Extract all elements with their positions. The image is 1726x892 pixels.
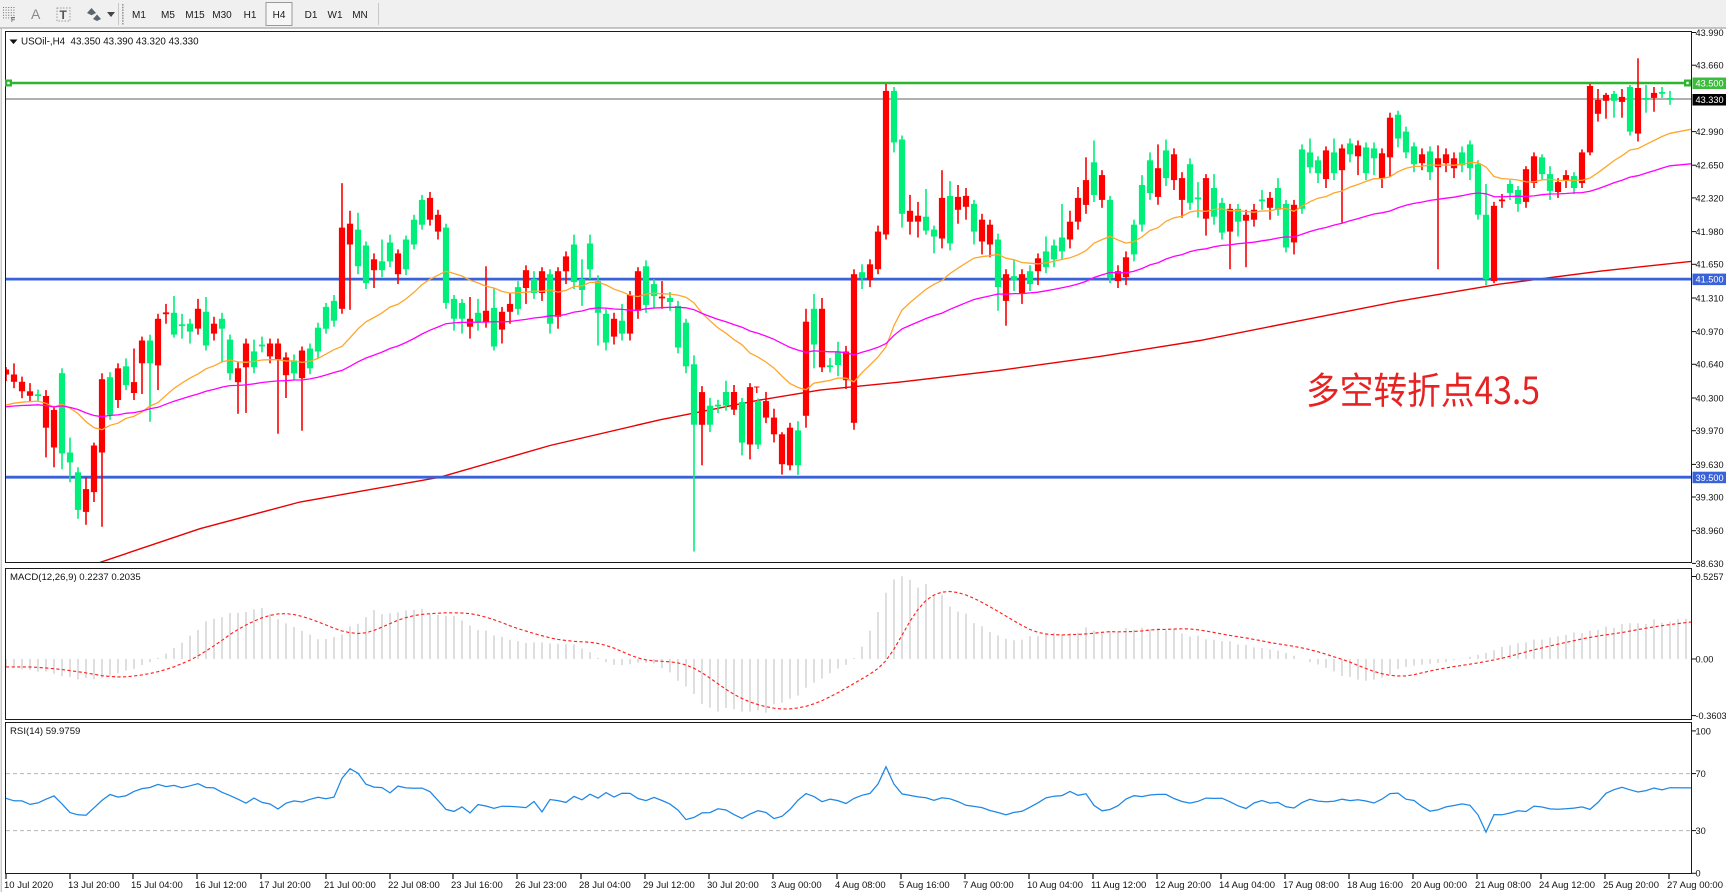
svg-text:-0.3603: -0.3603 xyxy=(1696,711,1726,721)
svg-text:25 Aug 20:00: 25 Aug 20:00 xyxy=(1603,880,1659,891)
svg-text:39.300: 39.300 xyxy=(1696,492,1724,502)
svg-text:27 Aug 00:00: 27 Aug 00:00 xyxy=(1667,880,1723,891)
svg-text:41.310: 41.310 xyxy=(1696,293,1724,303)
svg-text:70: 70 xyxy=(1696,769,1706,779)
svg-text:17 Aug 08:00: 17 Aug 08:00 xyxy=(1283,880,1339,891)
svg-text:MACD(12,26,9) 0.2237 0.2035: MACD(12,26,9) 0.2237 0.2035 xyxy=(10,572,141,583)
svg-text:39.970: 39.970 xyxy=(1696,426,1724,436)
svg-text:W1: W1 xyxy=(328,10,343,21)
svg-text:M15: M15 xyxy=(185,10,205,21)
svg-text:T: T xyxy=(60,8,68,22)
svg-text:39.500: 39.500 xyxy=(1696,473,1724,483)
svg-text:M5: M5 xyxy=(161,10,175,21)
svg-text:M1: M1 xyxy=(132,10,146,21)
svg-text:0: 0 xyxy=(1696,869,1701,879)
svg-text:40.300: 40.300 xyxy=(1696,393,1724,403)
svg-text:20 Aug 00:00: 20 Aug 00:00 xyxy=(1411,880,1467,891)
svg-text:43.330: 43.330 xyxy=(1696,95,1724,105)
svg-text:0.00: 0.00 xyxy=(1696,654,1714,664)
svg-text:5 Aug 16:00: 5 Aug 16:00 xyxy=(899,880,950,891)
svg-text:18 Aug 16:00: 18 Aug 16:00 xyxy=(1347,880,1403,891)
svg-text:38.630: 38.630 xyxy=(1696,559,1724,569)
svg-text:14 Aug 04:00: 14 Aug 04:00 xyxy=(1219,880,1275,891)
svg-text:42.320: 42.320 xyxy=(1696,193,1724,203)
svg-text:43.500: 43.500 xyxy=(1696,79,1724,89)
svg-text:29 Jul 12:00: 29 Jul 12:00 xyxy=(643,880,695,891)
svg-text:26 Jul 23:00: 26 Jul 23:00 xyxy=(515,880,567,891)
svg-text:10 Aug 04:00: 10 Aug 04:00 xyxy=(1027,880,1083,891)
svg-text:42.990: 42.990 xyxy=(1696,127,1724,137)
svg-text:15 Jul 04:00: 15 Jul 04:00 xyxy=(131,880,183,891)
svg-text:38.960: 38.960 xyxy=(1696,526,1724,536)
svg-text:28 Jul 04:00: 28 Jul 04:00 xyxy=(579,880,631,891)
svg-text:100: 100 xyxy=(1696,726,1711,736)
svg-text:RSI(14) 59.9759: RSI(14) 59.9759 xyxy=(10,726,80,737)
svg-text:7 Aug 00:00: 7 Aug 00:00 xyxy=(963,880,1014,891)
svg-text:T: T xyxy=(754,385,760,395)
svg-text:21 Jul 00:00: 21 Jul 00:00 xyxy=(324,880,376,891)
svg-text:40.640: 40.640 xyxy=(1696,360,1724,370)
svg-text:0.5257: 0.5257 xyxy=(1696,572,1724,582)
svg-text:F: F xyxy=(11,17,15,24)
svg-text:41.980: 41.980 xyxy=(1696,227,1724,237)
svg-text:USOil-,H4 43.350 43.390 43.32: USOil-,H4 43.350 43.390 43.320 43.330 xyxy=(21,37,199,48)
svg-text:39.630: 39.630 xyxy=(1696,460,1724,470)
svg-text:10 Jul 2020: 10 Jul 2020 xyxy=(4,880,53,891)
svg-text:H4: H4 xyxy=(273,10,286,21)
svg-text:21 Aug 08:00: 21 Aug 08:00 xyxy=(1475,880,1531,891)
svg-text:11 Aug 12:00: 11 Aug 12:00 xyxy=(1091,880,1146,891)
svg-text:42.650: 42.650 xyxy=(1696,161,1724,171)
svg-text:A: A xyxy=(31,6,41,22)
svg-text:M30: M30 xyxy=(212,10,232,21)
svg-text:40.970: 40.970 xyxy=(1696,327,1724,337)
svg-text:43.990: 43.990 xyxy=(1696,28,1724,38)
svg-text:12 Aug 20:00: 12 Aug 20:00 xyxy=(1155,880,1211,891)
svg-text:16 Jul 12:00: 16 Jul 12:00 xyxy=(195,880,247,891)
svg-text:43.660: 43.660 xyxy=(1696,61,1724,71)
svg-text:30 Jul 20:00: 30 Jul 20:00 xyxy=(707,880,759,891)
svg-text:3 Aug 00:00: 3 Aug 00:00 xyxy=(771,880,822,891)
svg-text:41.650: 41.650 xyxy=(1696,260,1724,270)
svg-text:D1: D1 xyxy=(305,10,318,21)
svg-text:4 Aug 08:00: 4 Aug 08:00 xyxy=(835,880,886,891)
svg-text:22 Jul 08:00: 22 Jul 08:00 xyxy=(388,880,440,891)
svg-text:23 Jul 16:00: 23 Jul 16:00 xyxy=(451,880,503,891)
svg-text:24 Aug 12:00: 24 Aug 12:00 xyxy=(1539,880,1595,891)
svg-text:30: 30 xyxy=(1696,826,1706,836)
svg-text:17 Jul 20:00: 17 Jul 20:00 xyxy=(259,880,311,891)
svg-text:H1: H1 xyxy=(244,10,257,21)
svg-text:41.500: 41.500 xyxy=(1696,275,1724,285)
svg-text:13 Jul 20:00: 13 Jul 20:00 xyxy=(68,880,120,891)
svg-text:MN: MN xyxy=(352,10,368,21)
